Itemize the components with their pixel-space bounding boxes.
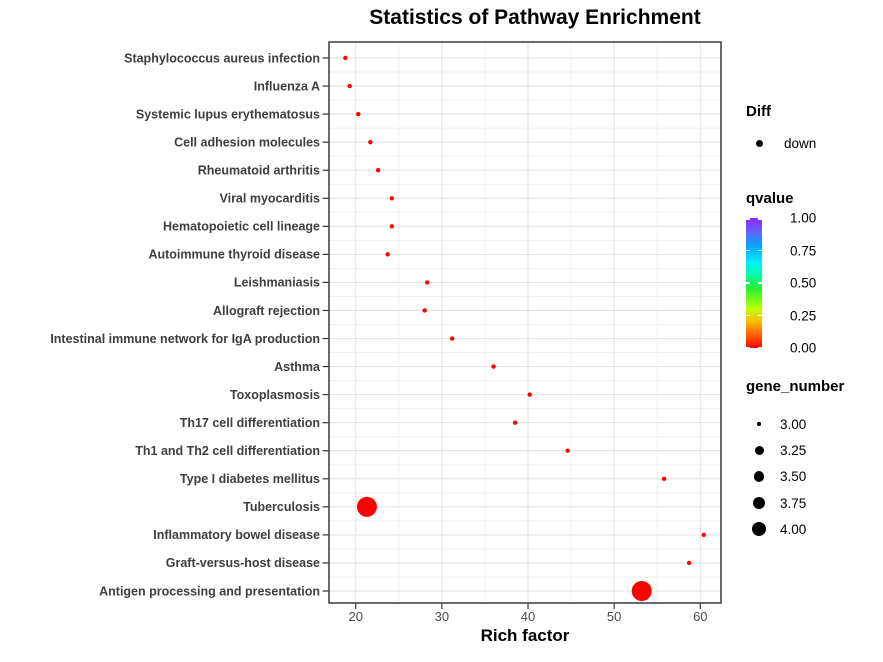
gene-number-item: 3.50 [746,464,844,490]
colorbar-tick [746,249,750,252]
y-axis-label: Inflammatory bowel disease [153,528,320,542]
data-point [385,252,390,257]
data-point [356,496,377,517]
gene-number-point-icon [757,422,761,426]
colorbar-tick [746,282,750,284]
qvalue-tick-label: 0.00 [790,340,817,356]
data-point [422,308,427,313]
gene-number-item: 3.25 [746,437,844,463]
plot-panel [329,42,721,603]
gene-number-point-icon [752,496,766,510]
colorbar-tick [758,249,762,252]
panel-border [328,41,722,604]
data-point [512,420,518,425]
legend-diff-title: Diff [746,103,771,120]
y-axis-label: Antigen processing and presentation [99,584,320,598]
y-axis-label: Intestinal immune network for IgA produc… [50,332,320,346]
colorbar-tick [758,346,762,348]
data-point [631,581,652,601]
gene-number-item-label: 3.00 [780,416,807,432]
x-axis-tick-label: 30 [435,609,449,624]
legend-diff-item: down [746,136,816,151]
gene-number-item: 3.75 [746,490,844,516]
data-point [701,532,706,538]
qvalue-tick-label: 0.75 [790,243,817,258]
y-axis-label: Cell adhesion molecules [174,135,320,149]
gene-number-item-label: 3.50 [780,469,807,485]
gene-number-marker-box [746,496,772,510]
data-point [343,55,348,61]
gene-number-marker-box [746,522,772,537]
legend-diff: Diff down [746,103,816,151]
gene-number-point-icon [752,522,766,537]
data-point [356,111,361,117]
data-point [661,476,667,481]
y-axis-label: Allograft rejection [213,304,320,318]
qvalue-tick-label: 0.50 [790,275,817,291]
gene-number-item: 4.00 [746,516,844,542]
qvalue-tick-label: 1.00 [790,210,817,226]
x-axis-tick-label: 40 [521,609,535,624]
x-axis-tick-label: 50 [607,609,621,624]
data-point [368,139,373,145]
data-point [527,392,532,397]
x-axis-title: Rich factor [480,626,570,645]
gene-number-items: 3.00 3.25 3.50 3.75 4.00 [746,411,844,542]
y-axis-label: Tuberculosis [243,500,320,514]
data-point [491,364,496,369]
x-axis-tick-label: 20 [348,609,362,624]
y-axis-label: Leishmaniasis [234,276,320,290]
gene-number-point-icon [753,471,765,483]
y-axis-label: Asthma [274,360,321,374]
gene-number-marker-box [746,471,772,483]
y-axis-label: Toxoplasmosis [230,388,320,402]
y-axis-label: Graft-versus-host disease [166,556,320,570]
data-point [375,168,381,173]
legend-diff-item-label: down [784,136,817,151]
data-point [347,83,352,89]
y-axis-label: Staphylococcus aureus infection [124,51,320,65]
gene-number-marker-box [746,445,772,455]
legend-gene-number-title: gene_number [746,378,845,395]
y-axis-label: Autoimmune thyroid disease [148,248,320,262]
qvalue-colorbar-wrap: 1.00 0.75 0.50 0.25 0.00 [746,211,866,356]
chart-title: Statistics of Pathway Enrichment [369,6,701,29]
colorbar-tick [758,314,762,317]
data-point [389,224,395,229]
colorbar-tick [746,218,750,220]
colorbar-tick [746,314,750,317]
y-axis-label: Influenza A [254,79,320,93]
data-point [686,560,692,566]
y-axis-label: Systemic lupus erythematosus [136,107,320,121]
legend-gene-number: gene_number 3.00 3.25 3.50 3.75 4.00 [746,378,844,542]
data-point [389,196,395,201]
y-axis-label: Rheumatoid arthritis [198,164,320,178]
gene-number-marker-box [746,422,772,426]
y-axis-label: Viral myocarditis [219,192,320,206]
legend-qvalue: qvalue 1.00 0.75 0.50 0.25 0.00 [746,190,866,356]
colorbar-tick [758,282,762,284]
gene-number-item-label: 3.75 [780,495,807,511]
down-point-icon [756,140,763,147]
y-axis-label: Th17 cell differentiation [180,416,320,430]
data-point [450,336,455,341]
gene-number-item-label: 3.25 [780,442,807,458]
y-axis-label: Th1 and Th2 cell differentiation [135,444,320,458]
qvalue-tick-label: 0.25 [790,308,817,323]
gene-number-item: 3.00 [746,411,844,437]
legend-qvalue-title: qvalue [746,190,794,207]
x-axis-tick-label: 60 [693,609,707,624]
data-point [565,448,570,453]
colorbar-tick [746,346,750,348]
colorbar-tick [758,218,762,220]
gene-number-item-label: 4.00 [780,521,807,537]
y-axis-label: Type I diabetes mellitus [180,472,320,486]
gene-number-point-icon [754,445,764,455]
y-axis-label: Hematopoietic cell lineage [163,220,320,234]
data-point [425,280,430,285]
